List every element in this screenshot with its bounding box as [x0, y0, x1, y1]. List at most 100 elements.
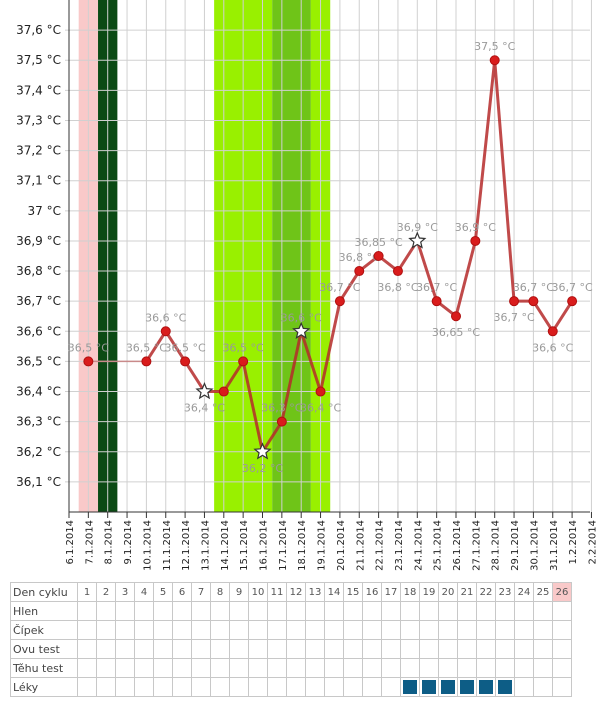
day-cell — [96, 601, 116, 621]
day-cell — [381, 677, 401, 697]
day-cell — [305, 620, 325, 640]
day-cell — [514, 677, 534, 697]
day-cell — [324, 601, 344, 621]
x-tick-label: 2.2.2014 — [587, 520, 598, 565]
day-cell — [286, 620, 306, 640]
day-cell — [476, 658, 496, 678]
day-cell — [229, 677, 249, 697]
day-cell — [362, 639, 382, 659]
day-cell — [248, 601, 268, 621]
table-row: Den cyklu 1 2 3 4 5 6 7 8 9 10 11 12 13 14 15 16 17 18 19 20… — [10, 582, 572, 602]
cycle-table: Den cyklu 1 2 3 4 5 6 7 8 9 10 11 12 13 14 15 16 17 18 19 20… — [10, 582, 572, 697]
day-cell — [514, 658, 534, 678]
data-label: 36,5 °C — [223, 341, 264, 354]
x-tick-label: 22.1.2014 — [375, 520, 386, 571]
medication-marker — [460, 680, 474, 694]
day-cell — [343, 639, 363, 659]
day-cell — [457, 601, 477, 621]
day-cell: 23 — [495, 582, 515, 602]
day-cell — [533, 677, 553, 697]
day-cell — [495, 620, 515, 640]
day-cell — [495, 677, 515, 697]
x-tick-label: 25.1.2014 — [433, 520, 444, 571]
x-tick-label: 29.1.2014 — [510, 520, 521, 571]
x-tick-label: 15.1.2014 — [239, 520, 250, 571]
day-cell: 19 — [419, 582, 439, 602]
day-cell — [153, 658, 173, 678]
x-tick-label: 20.1.2014 — [336, 520, 347, 571]
day-cell — [476, 601, 496, 621]
x-tick-label: 24.1.2014 — [413, 520, 424, 571]
day-cell — [533, 639, 553, 659]
x-tick-label: 7.1.2014 — [84, 520, 95, 565]
table-row: Léky — [10, 677, 572, 697]
day-cell — [324, 620, 344, 640]
day-cell — [362, 658, 382, 678]
day-cell — [286, 639, 306, 659]
day-cell — [552, 639, 572, 659]
data-point-star — [195, 381, 214, 400]
data-point — [218, 386, 229, 397]
day-cell — [552, 620, 572, 640]
y-tick-label: 36,6 °C — [16, 324, 61, 338]
day-cell — [191, 620, 211, 640]
x-tick-label: 10.1.2014 — [142, 520, 153, 571]
data-label: 36,7 °C — [493, 311, 534, 324]
data-point-star — [292, 321, 311, 340]
table-row: Hlen — [10, 601, 572, 621]
row-label: Čípek — [10, 620, 78, 640]
medication-marker — [403, 680, 417, 694]
day-cell — [267, 639, 287, 659]
x-tick-label: 31.1.2014 — [549, 520, 560, 571]
day-cell — [77, 639, 97, 659]
y-tick-label: 36,2 °C — [16, 445, 61, 459]
x-tick-label: 12.1.2014 — [181, 520, 192, 571]
day-cell — [191, 658, 211, 678]
day-cell — [191, 677, 211, 697]
x-tick-label: 6.1.2014 — [65, 520, 76, 565]
table-row: Čípek — [10, 620, 572, 640]
day-cell — [267, 601, 287, 621]
day-cell — [362, 601, 382, 621]
day-cell: 18 — [400, 582, 420, 602]
day-cell — [305, 601, 325, 621]
day-cell: 11 — [267, 582, 287, 602]
day-cell — [381, 601, 401, 621]
x-tick-label: 8.1.2014 — [104, 520, 115, 565]
day-cell — [229, 601, 249, 621]
row-label: Těhu test — [10, 658, 78, 678]
data-label: 36,2 °C — [242, 462, 283, 475]
y-tick-label: 37,3 °C — [16, 113, 61, 127]
day-cell — [210, 677, 230, 697]
day-cell — [343, 677, 363, 697]
day-cell — [286, 601, 306, 621]
day-cell — [552, 658, 572, 678]
day-cell — [457, 677, 477, 697]
day-cell — [191, 639, 211, 659]
x-tick-label: 13.1.2014 — [200, 520, 211, 571]
day-cell — [552, 601, 572, 621]
data-label: 36,8 °C — [339, 251, 380, 264]
day-cell: 6 — [172, 582, 192, 602]
day-cell — [419, 658, 439, 678]
day-cell — [115, 639, 135, 659]
day-cell — [533, 601, 553, 621]
day-cell — [77, 620, 97, 640]
day-cell — [115, 620, 135, 640]
y-tick-label: 36,9 °C — [16, 234, 61, 248]
day-cell — [134, 658, 154, 678]
day-cell — [400, 601, 420, 621]
table-row: Ovu test — [10, 639, 572, 659]
x-tick-label: 18.1.2014 — [297, 520, 308, 571]
medication-marker — [441, 680, 455, 694]
day-cell — [514, 620, 534, 640]
day-cell: 25 — [533, 582, 553, 602]
x-tick-label: 27.1.2014 — [471, 520, 482, 571]
data-label: 36,4 °C — [184, 402, 225, 415]
day-cell — [495, 639, 515, 659]
data-point — [238, 356, 249, 367]
day-cell — [172, 677, 192, 697]
day-cell — [400, 658, 420, 678]
day-cell — [400, 639, 420, 659]
data-label: 36,5 °C — [126, 341, 167, 354]
